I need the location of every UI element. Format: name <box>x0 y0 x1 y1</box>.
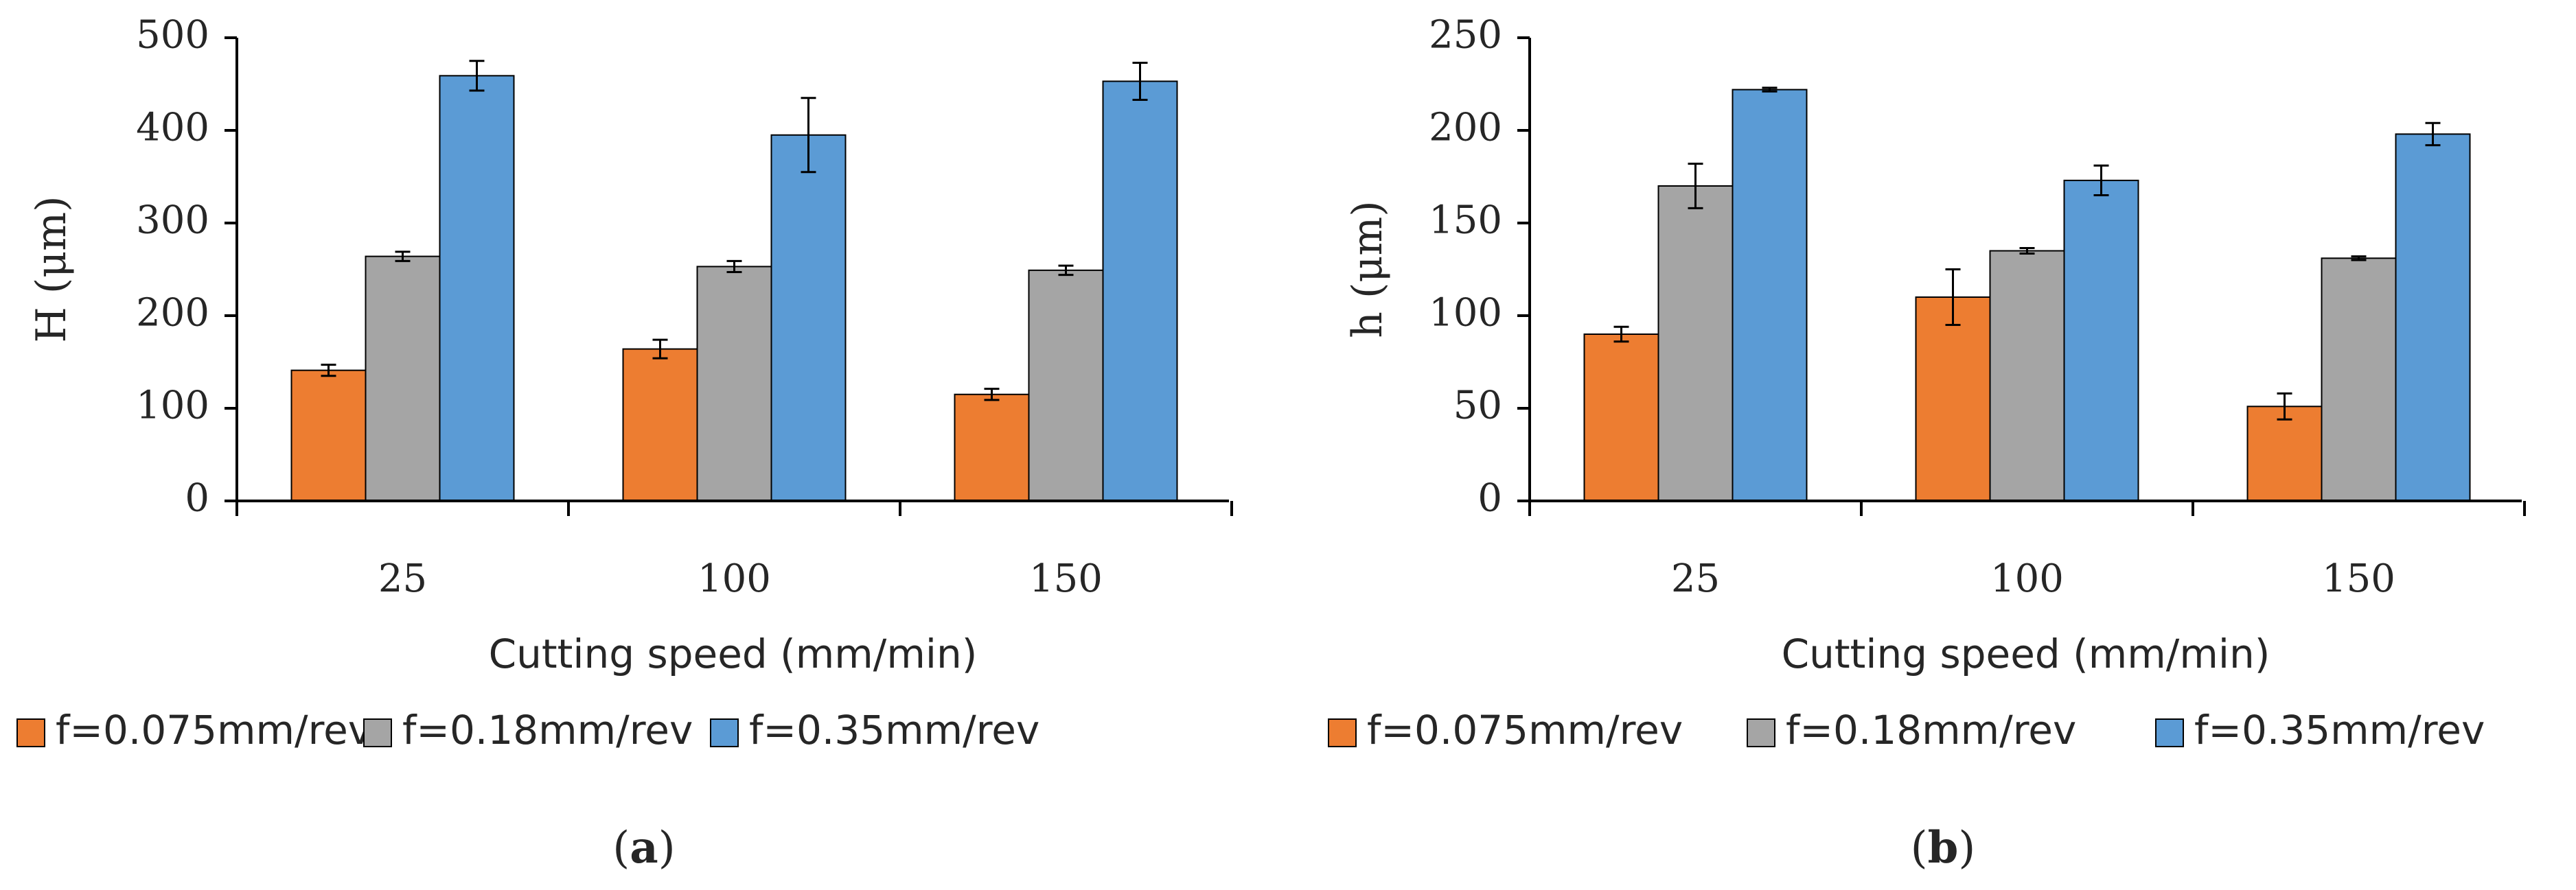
panel-b-label: (b) <box>1911 822 1976 874</box>
panel-a-legend-entry-f035: f=0.35mm/rev <box>710 707 1039 753</box>
panel-a-bar <box>622 348 698 502</box>
panel-a-legend-entry-f075: f=0.075mm/rev <box>16 707 371 753</box>
panel-b-legend-entry-f075: f=0.075mm/rev <box>1328 707 1683 753</box>
panel-b-error-bar <box>2351 255 2367 261</box>
panel-b-bar <box>1732 89 1808 502</box>
panel-b-y-tick-label: 0 <box>1477 476 1502 521</box>
panel-b-y-tick-label: 150 <box>1429 198 1502 243</box>
panel-b-legend-label: f=0.18mm/rev <box>1786 707 2076 753</box>
panel-b-bar <box>1657 185 1734 502</box>
panel-a-chart: 0 100 200 300 400 500 25 100 150 H (μm) … <box>16 13 1233 874</box>
panel-b-x-tick-label: 100 <box>1990 557 2064 601</box>
panel-b-legend-entry-f035: f=0.35mm/rev <box>2155 707 2485 753</box>
panel-a-y-tick-label: 200 <box>136 291 209 336</box>
panel-a-error-bar <box>801 97 816 174</box>
panel-a-bars <box>290 60 1178 502</box>
panel-a-legend-label: f=0.35mm/rev <box>749 707 1039 753</box>
panel-b-bar <box>1583 333 1659 502</box>
panel-a-x-axis-title: Cutting speed (mm/min) <box>489 631 978 677</box>
panel-b-axes <box>1517 36 2526 516</box>
panel-b-legend-swatch <box>1747 718 1775 747</box>
panel-a-legend-label: f=0.075mm/rev <box>56 707 371 753</box>
panel-b-bar <box>2246 406 2323 502</box>
panel-b-legend-label: f=0.075mm/rev <box>1367 707 1683 753</box>
panel-a-x-tick-labels: 25 100 150 <box>378 557 1103 601</box>
panel-b-legend-swatch <box>2155 718 2184 747</box>
panel-a-bar <box>290 369 367 502</box>
panel-b-legend-entry-f018: f=0.18mm/rev <box>1747 707 2076 753</box>
panel-a-y-axis-title: H (μm) <box>27 196 76 342</box>
panel-a-label: (a) <box>612 822 675 874</box>
panel-a-x-tick-label: 25 <box>378 557 427 601</box>
panel-a-error-bar <box>395 250 411 262</box>
panel-b-error-bar <box>2425 121 2441 147</box>
panel-a-bar <box>1028 269 1104 502</box>
panel-b-x-tick-label: 150 <box>2322 557 2395 601</box>
panel-a-legend-swatch <box>16 718 45 747</box>
panel-a-bar <box>770 134 847 502</box>
panel-b-legend-swatch <box>1328 718 1357 747</box>
panel-a-legend-swatch <box>363 718 392 747</box>
panel-a-legend-swatch <box>710 718 739 747</box>
panel-b-bar <box>2395 133 2471 502</box>
panel-b-y-tick-label: 250 <box>1429 13 1502 58</box>
panel-a-legend-label: f=0.18mm/rev <box>402 707 693 753</box>
panel-b-error-bar <box>1945 268 1961 326</box>
panel-a-legend-entry-f018: f=0.18mm/rev <box>363 707 693 753</box>
panel-b-bars <box>1583 86 2471 502</box>
panel-a-error-bar <box>1058 264 1074 277</box>
panel-b-error-bar <box>1762 86 1778 93</box>
panel-a-y-tick-label: 400 <box>136 106 209 150</box>
panel-a-error-bar <box>1132 61 1148 101</box>
panel-b-bar <box>2321 257 2397 502</box>
panel-a-y-tick-labels: 0 100 200 300 400 500 <box>136 13 209 521</box>
panel-b-legend-label: f=0.35mm/rev <box>2194 707 2485 753</box>
panel-b-y-tick-label: 100 <box>1429 291 1502 336</box>
panel-b-y-tick-label: 200 <box>1429 106 1502 150</box>
panel-a-error-bar <box>984 388 1000 401</box>
panel-a-x-tick-label: 150 <box>1029 557 1103 601</box>
panel-b-x-tick-label: 25 <box>1671 557 1720 601</box>
panel-a-bar <box>1102 80 1178 502</box>
panel-b-bar <box>1989 250 2065 502</box>
panel-b-error-bar <box>2093 164 2109 196</box>
panel-b-error-bar <box>1688 163 1703 209</box>
panel-a-legend: f=0.075mm/rev f=0.18mm/rev f=0.35mm/rev <box>16 707 1039 753</box>
panel-b-x-axis-title: Cutting speed (mm/min) <box>1782 631 2270 677</box>
panel-b-bar <box>1915 296 1991 502</box>
panel-a-axes <box>225 36 1233 516</box>
panel-a-y-tick-label: 300 <box>136 198 209 243</box>
panel-a-error-bar <box>469 60 485 92</box>
panel-b-y-axis-title: h (μm) <box>1344 200 1392 338</box>
panel-b-error-bar <box>2019 246 2035 255</box>
panel-a-error-bar <box>726 259 742 274</box>
panel-b-x-tick-labels: 25 100 150 <box>1671 557 2395 601</box>
panel-a-y-tick-label: 100 <box>136 384 209 428</box>
panel-b-y-tick-labels: 0 50 100 150 200 250 <box>1429 13 1502 521</box>
panel-b-y-tick-label: 50 <box>1453 384 1502 428</box>
panel-a-error-bar <box>321 364 336 377</box>
panel-a-y-tick-label: 0 <box>185 476 209 521</box>
panel-a-bar <box>954 393 1030 502</box>
panel-a-bar <box>696 266 772 502</box>
panel-a-bar <box>439 75 515 502</box>
panel-a-y-tick-label: 500 <box>136 13 209 58</box>
panel-a-error-bar <box>652 338 668 360</box>
panel-a-bar <box>365 255 441 502</box>
panel-b-error-bar <box>2277 392 2292 421</box>
panel-b-error-bar <box>1613 325 1629 343</box>
panel-a-x-tick-label: 100 <box>698 557 771 601</box>
panel-b-chart: 0 50 100 150 200 250 25 100 150 h (μm) C… <box>1328 13 2526 874</box>
panel-b-bar <box>2063 179 2139 502</box>
panel-b-legend: f=0.075mm/rev f=0.18mm/rev f=0.35mm/rev <box>1328 707 2485 753</box>
